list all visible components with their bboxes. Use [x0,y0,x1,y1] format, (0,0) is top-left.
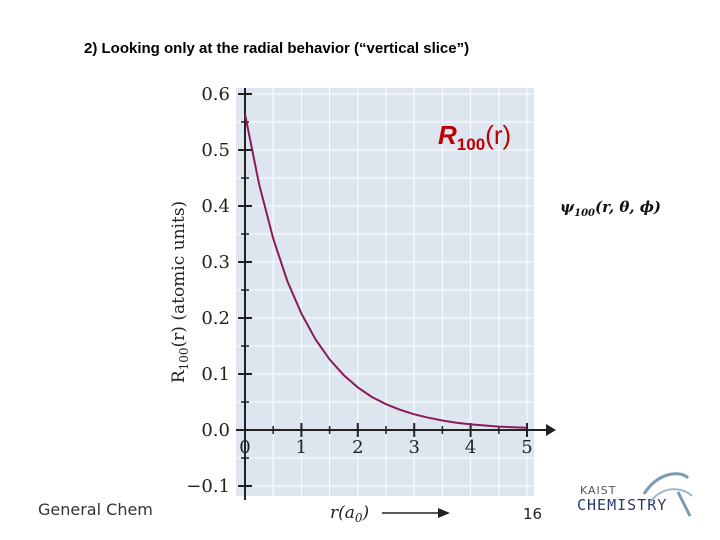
x-tick-labels: 0 1 2 3 4 5 [239,437,532,458]
series-lines [244,114,528,429]
axis-ticks [238,93,528,487]
y-tick-label: 0.5 [201,140,230,161]
logo-chemistry-text: CHEMISTRY [577,496,668,514]
y-tick-labels: 0.6 0.5 0.4 0.3 0.2 0.1 0.0 −0.1 [186,84,230,497]
y-tick-label: 0.1 [201,364,230,385]
plot-background [236,88,534,496]
psi-sub: 100 [574,208,595,219]
x-tick-label: 3 [408,437,419,458]
x-tick-label: 2 [352,437,363,458]
y-tick-label: 0.2 [201,308,230,329]
x-tick-label: 0 [239,437,250,458]
x-tick-label: 1 [296,437,307,458]
psi-args: (r, θ, ϕ) [595,198,662,216]
x-axis-label-sub: 0 [355,511,363,525]
y-axis-label-sub: 100 [177,347,191,370]
x-axis-arrowhead [546,424,556,436]
series-label-main: R [438,120,457,150]
y-tick-label: 0.6 [201,84,230,105]
y-axis-label-rest: (r) (atomic units) [169,201,189,348]
psi-label: ψ100(r, θ, ϕ) [560,198,661,219]
slide-title: 2) Looking only at the radial behavior (… [84,40,470,57]
footer-course-name: General Chem [38,500,153,519]
y-axis-label: R100(r) (atomic units) [169,201,191,383]
series-label-rest: (r) [485,120,512,150]
y-axis-label-main: R [169,369,189,383]
y-tick-label: −0.1 [186,476,230,497]
x-axis-label-rest: ) [362,503,370,523]
series-label-sub: 100 [456,135,486,155]
x-tick-label: 4 [465,437,476,458]
logo-kaist-text: KAIST [580,484,617,497]
x-axis-label-main: r(a [330,503,355,523]
y-tick-label: 0.3 [201,252,230,273]
series-line-r100 [244,114,528,429]
psi-symbol: ψ [560,198,575,216]
page-number: 16 [523,505,543,523]
x-axis-label: r(a0) [330,503,369,525]
kaist-logo-swoosh-icon [642,472,693,517]
series-label: R100(r) [438,120,511,155]
x-label-arrowhead [438,508,450,518]
y-tick-label: 0.0 [201,420,230,441]
y-tick-label: 0.4 [201,196,230,217]
x-tick-label: 5 [521,437,532,458]
